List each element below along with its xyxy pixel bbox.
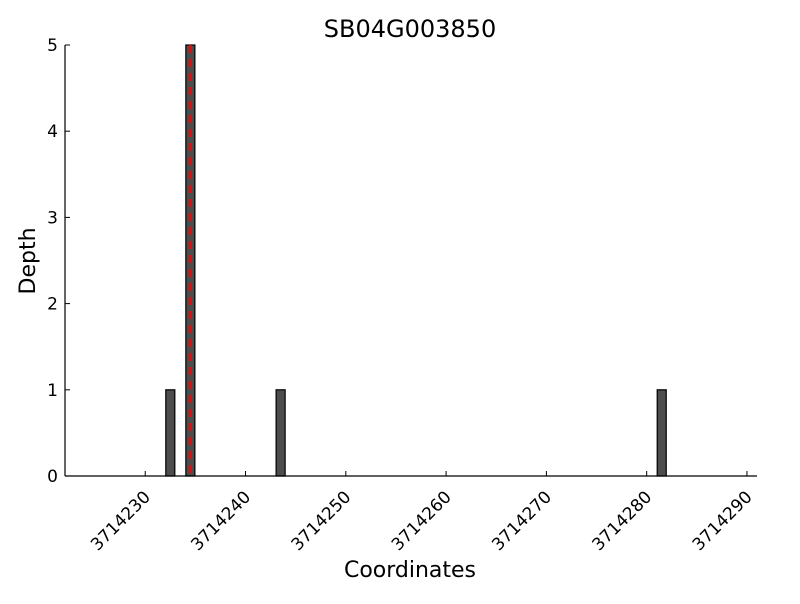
x-tick-label: 3714250 bbox=[288, 487, 356, 555]
y-axis-label: Depth bbox=[16, 227, 41, 294]
bar bbox=[275, 389, 286, 477]
x-tick-label: 3714280 bbox=[589, 487, 657, 555]
x-tick-label: 3714230 bbox=[87, 487, 155, 555]
y-tick-label: 5 bbox=[47, 36, 58, 56]
y-tick-label: 4 bbox=[47, 122, 58, 142]
chart-title: SB04G003850 bbox=[324, 15, 496, 43]
y-tick-label: 0 bbox=[47, 467, 58, 487]
y-tick-label: 1 bbox=[47, 381, 58, 401]
x-tick-label: 3714270 bbox=[488, 487, 556, 555]
x-tick-label: 3714290 bbox=[689, 487, 757, 555]
x-axis-label: Coordinates bbox=[344, 558, 476, 583]
y-tick-label: 3 bbox=[47, 208, 58, 228]
bar bbox=[165, 389, 176, 477]
x-tick-label: 3714260 bbox=[388, 487, 456, 555]
y-tick-label: 2 bbox=[47, 295, 58, 315]
bar bbox=[656, 389, 667, 477]
x-tick-label: 3714240 bbox=[187, 487, 255, 555]
